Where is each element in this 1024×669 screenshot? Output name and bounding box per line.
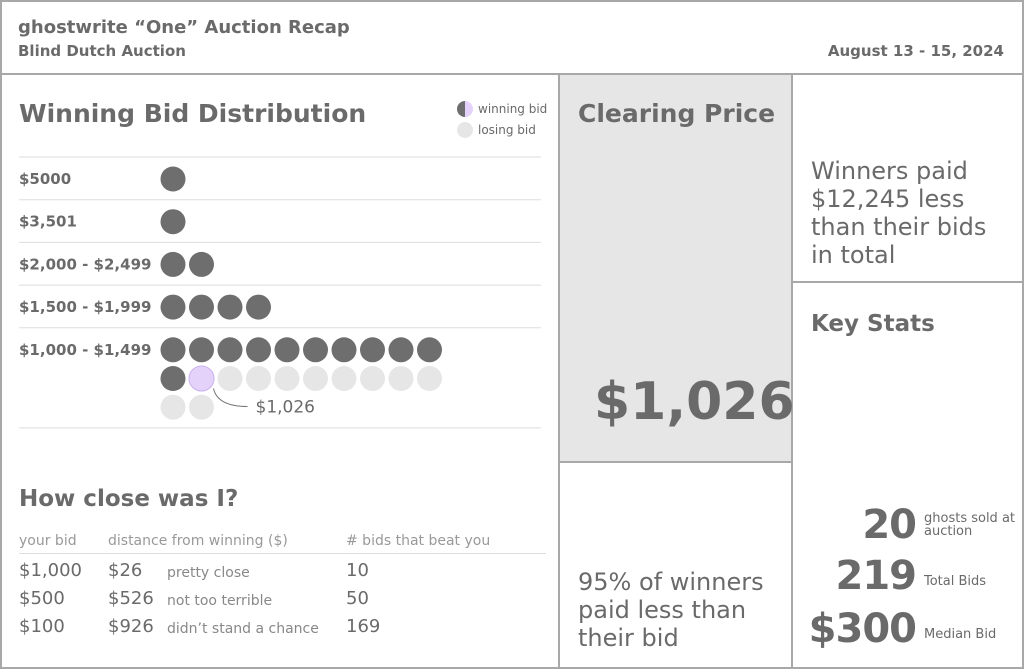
beat: 10 bbox=[346, 560, 369, 581]
bid: $100 bbox=[19, 616, 65, 637]
section-title: How close was I? bbox=[19, 486, 239, 512]
losing-dot bbox=[246, 366, 271, 391]
legend-swatch bbox=[457, 122, 473, 138]
losing-dot bbox=[360, 366, 385, 391]
row-label: $1,500 - $1,999 bbox=[19, 298, 151, 316]
winning-dot bbox=[217, 337, 243, 363]
legend-swatch bbox=[457, 101, 465, 117]
clearing-panel bbox=[558, 75, 791, 461]
winning-dot bbox=[331, 337, 357, 363]
section-title: Clearing Price bbox=[578, 99, 776, 128]
winning-dot bbox=[160, 251, 186, 277]
row-label: $5000 bbox=[19, 170, 71, 188]
row-label: $2,000 - $2,499 bbox=[19, 255, 151, 273]
legend-label: winning bid bbox=[478, 102, 547, 116]
date: August 13 - 15, 2024 bbox=[827, 42, 1004, 60]
beat: 50 bbox=[346, 588, 369, 609]
stat-value: 20 bbox=[862, 502, 917, 548]
distance: $526 bbox=[108, 588, 154, 609]
losing-dot bbox=[274, 366, 300, 391]
winning-dot bbox=[188, 365, 215, 392]
losing-dot bbox=[189, 394, 214, 420]
losing-dot bbox=[388, 366, 414, 391]
note: Winners paid $12,245 less than their bid… bbox=[811, 157, 987, 269]
winning-dot bbox=[303, 337, 328, 363]
column-header: your bid bbox=[19, 533, 77, 549]
winning-dot bbox=[388, 337, 414, 363]
stat-label: ghosts sold at auction bbox=[924, 511, 1016, 539]
winning-dot bbox=[246, 337, 271, 363]
column-header: # bids that beat you bbox=[346, 533, 491, 549]
winning-dot bbox=[160, 337, 186, 363]
title: ghostwrite “One” Auction Recap bbox=[18, 17, 350, 38]
stat-label: Median Bid bbox=[924, 627, 997, 642]
beat: 169 bbox=[346, 616, 381, 637]
divider bbox=[791, 75, 793, 667]
winning-dot bbox=[189, 337, 214, 363]
note: didn’t stand a chance bbox=[167, 621, 319, 637]
winning-dot bbox=[274, 337, 300, 363]
winning-dot bbox=[189, 294, 214, 320]
stat-value: 219 bbox=[835, 553, 917, 599]
annotation: $1,026 bbox=[256, 398, 315, 418]
note: not too terrible bbox=[167, 593, 273, 609]
divider bbox=[558, 461, 791, 463]
winning-dot bbox=[246, 294, 271, 320]
row-label: $3,501 bbox=[19, 213, 77, 231]
winning-dot bbox=[189, 251, 214, 277]
bid: $500 bbox=[19, 588, 65, 609]
winning-dot bbox=[160, 209, 186, 235]
legend-label: losing bid bbox=[478, 123, 536, 137]
winning-dot bbox=[217, 294, 243, 320]
section-title: Key Stats bbox=[811, 311, 935, 337]
stat-value: $300 bbox=[808, 606, 917, 652]
winning-dot bbox=[160, 294, 186, 320]
losing-dot bbox=[217, 366, 243, 391]
losing-dot bbox=[303, 366, 328, 391]
note: 95% of winners paid less than their bid bbox=[578, 568, 764, 652]
losing-dot bbox=[417, 366, 442, 391]
stat-label: Total Bids bbox=[924, 574, 987, 589]
divider bbox=[558, 75, 560, 667]
row-label: $1,000 - $1,499 bbox=[19, 341, 151, 359]
winning-dot bbox=[417, 337, 442, 363]
annotation-arrow bbox=[213, 388, 248, 407]
winning-dot bbox=[160, 366, 186, 391]
column-header: distance from winning ($) bbox=[108, 533, 288, 549]
bid: $1,000 bbox=[19, 560, 82, 581]
losing-dot bbox=[331, 366, 357, 391]
note: pretty close bbox=[167, 565, 250, 581]
divider bbox=[791, 281, 1022, 283]
clearing-price: $1,026 bbox=[594, 372, 795, 432]
distance: $26 bbox=[108, 560, 143, 581]
subtitle: Blind Dutch Auction bbox=[18, 42, 186, 60]
winning-dot bbox=[360, 337, 385, 363]
losing-dot bbox=[160, 394, 186, 420]
winning-dot bbox=[160, 166, 186, 192]
section-title: Winning Bid Distribution bbox=[19, 99, 367, 128]
distance: $926 bbox=[108, 616, 154, 637]
divider bbox=[2, 73, 1022, 75]
rule bbox=[19, 553, 546, 554]
